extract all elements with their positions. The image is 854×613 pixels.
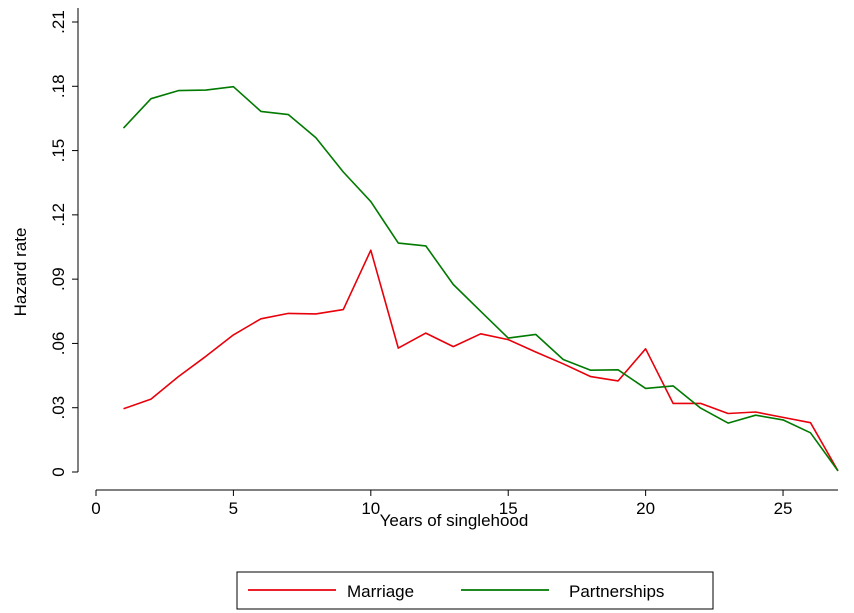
y-tick-label: .21 <box>49 10 68 34</box>
legend-label-marriage: Marriage <box>347 582 414 601</box>
legend: Marriage Partnerships <box>236 571 714 610</box>
legend-label-partnerships: Partnerships <box>569 582 664 601</box>
y-axis-title: Hazard rate <box>11 228 30 317</box>
x-tick-label: 0 <box>91 499 100 518</box>
x-tick-label: 10 <box>361 499 380 518</box>
x-tick-label: 15 <box>499 499 518 518</box>
x-axis-ticks: 0 5 10 15 20 25 <box>91 490 792 518</box>
y-tick-label: .03 <box>49 396 68 420</box>
x-axis-title: Years of singlehood <box>380 511 529 530</box>
series-lines <box>122 85 839 472</box>
x-tick-label: 20 <box>636 499 655 518</box>
x-tick-label: 25 <box>774 499 793 518</box>
y-tick-label: .18 <box>49 74 68 98</box>
series-line-partnerships <box>122 85 839 472</box>
x-tick-label: 5 <box>229 499 238 518</box>
y-tick-label: 0 <box>49 467 68 476</box>
plot-area: 0 .03 .06 .09 .12 .15 .18 .21 0 5 10 15 20 25 <box>49 8 839 518</box>
y-tick-label: .15 <box>49 139 68 163</box>
y-tick-label: .12 <box>49 203 68 227</box>
y-tick-label: .09 <box>49 267 68 291</box>
series-line-marriage <box>123 249 839 472</box>
y-tick-label: .06 <box>49 332 68 356</box>
y-axis-ticks: 0 .03 .06 .09 .12 .15 .18 .21 <box>49 10 78 477</box>
